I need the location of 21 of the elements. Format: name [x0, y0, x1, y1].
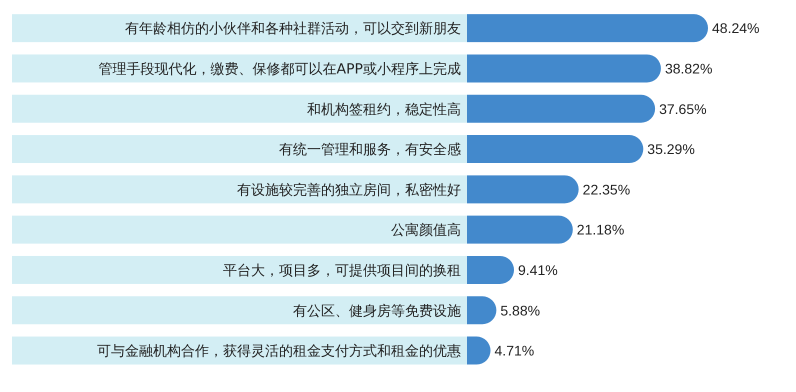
y-tick-label: 有设施较完善的独立房间，私密性好 — [237, 181, 461, 198]
bar — [467, 256, 514, 284]
data-label: 38.82% — [664, 60, 712, 76]
data-label: 21.18% — [576, 222, 624, 238]
y-tick-label: 有统一管理和服务，有安全感 — [279, 142, 461, 158]
y-tick-label: 有年龄相仿的小伙伴和各种社群活动，可以交到新朋友 — [125, 21, 461, 38]
bar — [467, 175, 579, 204]
data-label: 35.29% — [647, 141, 695, 158]
bar — [467, 216, 573, 244]
y-tick-label: 公寓颜值高 — [391, 222, 461, 239]
y-tick-label: 有公区、健身房等免费设施 — [293, 303, 461, 320]
y-tick-label: 平台大，项目多，可提供项目间的换租 — [223, 262, 461, 279]
y-tick-label: 可与金融机构合作，获得灵活的租金支付方式和租金的优惠 — [97, 344, 461, 360]
y-tick-label: 和机构签租约，稳定性高 — [307, 102, 461, 118]
data-label: 5.88% — [500, 302, 540, 318]
data-label: 37.65% — [659, 100, 707, 117]
data-label: 22.35% — [582, 181, 630, 198]
y-tick-label: 管理手段现代化，缴费、保修都可以在APP或小程序上完成 — [98, 61, 461, 78]
data-label: 9.41% — [518, 262, 558, 278]
data-label: 48.24% — [712, 20, 760, 36]
data-label: 4.71% — [494, 342, 534, 359]
